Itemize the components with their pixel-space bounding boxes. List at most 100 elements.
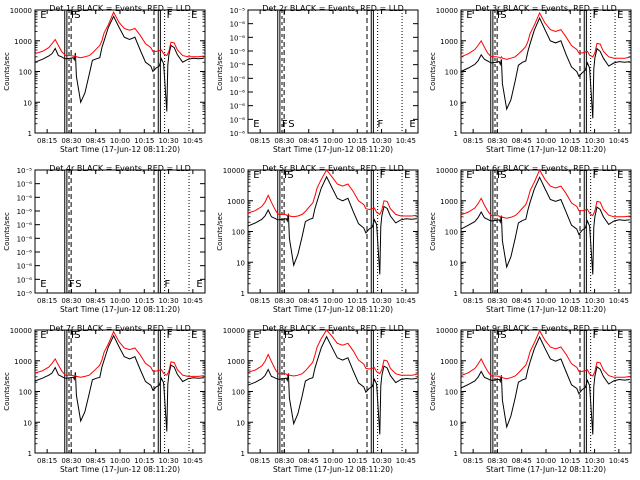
chart-panel: 1 10 100 1000 10000 08:15 08:30 08:45 10:00 10:15… — [429, 324, 632, 474]
flag-label: F — [284, 330, 290, 341]
plot-frame — [460, 169, 632, 294]
x-axis-label: Start Time (17-Jun-12 08:11:20) — [273, 305, 393, 314]
x-axis-label: Start Time (17-Jun-12 08:11:20) — [60, 465, 180, 474]
chart-panel: 1 10 100 1000 10000 08:15 08:30 08:45 10:00 10:15… — [3, 324, 206, 474]
chart-title: Det 4r BLACK = Events, RED = LLD — [49, 164, 191, 173]
flag-label: F — [165, 279, 171, 290]
flag-label: E — [404, 170, 410, 181]
x-tick-label: 08:15 — [250, 297, 270, 305]
flag-label: E — [253, 119, 259, 130]
x-tick-label: 10:30 — [584, 137, 604, 145]
x-tick-label: 08:45 — [512, 297, 532, 305]
x-tick-label: 10:00 — [536, 137, 556, 145]
flag-label: F — [380, 330, 386, 341]
chart-panel: 1 10 100 1000 10000 08:15 08:30 08:45 10:00 10:15… — [429, 4, 632, 154]
flag-label: F — [284, 170, 290, 181]
x-tick-label: 10:00 — [536, 457, 556, 465]
x-tick-label: 08:30 — [487, 457, 507, 465]
series-events-line — [460, 16, 630, 119]
x-axis-label: Start Time (17-Jun-12 08:11:20) — [486, 305, 606, 314]
y-tick-label: 1000 — [440, 198, 458, 206]
x-tick-label: 08:15 — [463, 457, 483, 465]
chart-title: Det 3r BLACK = Events, RED = LLD — [475, 4, 617, 13]
y-tick-label: 10000 — [223, 327, 245, 335]
flag-label: F — [497, 10, 503, 21]
x-axis-label: Start Time (17-Jun-12 08:11:20) — [486, 145, 606, 154]
x-tick-label: 10:15 — [560, 457, 580, 465]
flag-label: F — [497, 170, 503, 181]
x-tick-label: 08:15 — [463, 137, 483, 145]
x-tick-label: 10:00 — [110, 297, 130, 305]
series-lld-line — [34, 330, 204, 378]
series-lld-line — [460, 11, 630, 60]
chart-title: Det 2r BLACK = Events, RED = LLD — [262, 4, 404, 13]
y-tick-label: 10 — [449, 259, 458, 267]
x-tick-label: 10:30 — [584, 457, 604, 465]
flag-label: F — [167, 10, 173, 21]
flag-label: S — [74, 330, 80, 341]
chart-title: Det 6r BLACK = Events, RED = LLD — [475, 164, 617, 173]
series-events-line — [34, 334, 204, 432]
x-axis-label: Start Time (17-Jun-12 08:11:20) — [60, 145, 180, 154]
flag-label: F — [71, 330, 77, 341]
y-tick-label: 10 — [449, 419, 458, 427]
plot-frame — [247, 169, 419, 294]
series-lld-line — [460, 329, 630, 380]
flag-label: S — [500, 10, 506, 21]
flag-label: E — [40, 10, 46, 21]
flag-label: F — [71, 10, 77, 21]
x-tick-label: 08:30 — [61, 457, 81, 465]
y-tick-label: 10⁻⁶ — [230, 89, 246, 97]
x-tick-label: 10:45 — [396, 457, 416, 465]
chart-panel: 10⁻⁶ 10⁻⁶ 10⁻⁶ 10⁻⁶ 10⁻⁶ 10⁻⁶ 10⁻⁶ 10⁻⁶ 10⁻⁶ 10⁻⁵… — [3, 164, 206, 314]
y-tick-label: 10⁻⁶ — [17, 263, 33, 271]
x-tick-label: 10:30 — [371, 297, 391, 305]
y-tick-label: 10 — [236, 419, 245, 427]
x-tick-label: 10:00 — [323, 457, 343, 465]
flag-label: F — [282, 119, 288, 130]
flag-label: E — [617, 330, 623, 341]
y-tick-label: 10 — [236, 259, 245, 267]
flag-label: F — [593, 330, 599, 341]
chart-panel: 10⁻⁶ 10⁻⁶ 10⁻⁶ 10⁻⁶ 10⁻⁶ 10⁻⁶ 10⁻⁶ 10⁻⁶ 10⁻⁶ 10⁻⁵… — [216, 4, 419, 154]
y-tick-label: 1000 — [227, 358, 245, 366]
x-tick-label: 10:15 — [347, 137, 367, 145]
x-axis-label: Start Time (17-Jun-12 08:11:20) — [273, 145, 393, 154]
y-tick-label: 100 — [19, 69, 32, 77]
y-tick-label: 10000 — [436, 167, 458, 175]
x-tick-label: 10:30 — [158, 297, 178, 305]
series-events-line — [460, 335, 630, 435]
flag-label: S — [287, 170, 293, 181]
y-tick-label: 100 — [445, 229, 458, 237]
x-axis-label: Start Time (17-Jun-12 08:11:20) — [60, 305, 180, 314]
y-tick-label: 10 — [23, 99, 32, 107]
x-tick-label: 10:15 — [134, 457, 154, 465]
chart-title: Det 1r BLACK = Events, RED = LLD — [49, 4, 191, 13]
y-tick-label: 100 — [445, 389, 458, 397]
x-tick-label: 10:00 — [323, 137, 343, 145]
series-events-line — [460, 176, 630, 275]
y-axis-label: Counts/sec — [429, 372, 437, 411]
y-tick-label: 10⁻⁶ — [17, 222, 33, 230]
y-tick-label: 10⁻⁶ — [17, 249, 33, 257]
flag-label: F — [593, 10, 599, 21]
y-tick-label: 10000 — [436, 7, 458, 15]
y-axis-label: Counts/sec — [3, 52, 11, 91]
y-axis-label: Counts/sec — [3, 372, 11, 411]
flag-label: F — [593, 170, 599, 181]
y-tick-label: 10⁻⁶ — [17, 208, 33, 216]
flag-label: S — [500, 170, 506, 181]
flag-label: E — [466, 10, 472, 21]
y-axis-label: Counts/sec — [216, 212, 224, 251]
x-tick-label: 10:30 — [158, 137, 178, 145]
x-tick-label: 08:15 — [250, 137, 270, 145]
y-tick-label: 10⁻⁵ — [230, 7, 246, 15]
x-tick-label: 10:45 — [183, 137, 203, 145]
x-tick-label: 08:45 — [512, 137, 532, 145]
series-lld-line — [247, 329, 417, 377]
x-tick-label: 10:45 — [396, 297, 416, 305]
x-tick-label: 10:45 — [609, 457, 629, 465]
y-axis-label: Counts/sec — [216, 372, 224, 411]
plot-frame — [460, 329, 632, 454]
plot-frame — [460, 9, 632, 134]
